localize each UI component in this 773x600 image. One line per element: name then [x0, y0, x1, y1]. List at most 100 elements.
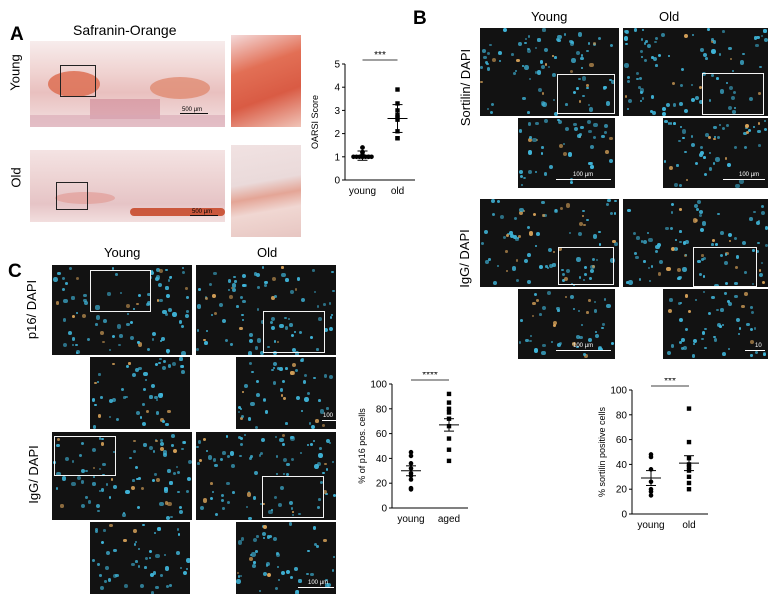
nucleus — [316, 348, 319, 351]
nucleus — [331, 460, 335, 464]
nucleus — [226, 481, 230, 486]
nucleus — [636, 236, 640, 240]
nucleus — [609, 78, 612, 82]
nucleus — [291, 348, 296, 353]
scalebar — [180, 113, 208, 114]
nucleus — [646, 43, 652, 49]
nucleus — [752, 125, 755, 129]
nucleus — [95, 305, 100, 310]
nucleus — [679, 125, 682, 129]
nucleus — [300, 298, 305, 303]
nucleus — [160, 447, 165, 452]
significance-label: *** — [374, 50, 386, 61]
nucleus — [753, 210, 757, 214]
nucleus — [702, 256, 707, 260]
nucleus — [687, 309, 691, 314]
nucleus — [754, 350, 759, 355]
nucleus — [714, 338, 718, 342]
nucleus — [720, 308, 724, 312]
nucleus — [681, 129, 686, 134]
nucleus — [56, 443, 60, 448]
nucleus — [162, 309, 167, 315]
nucleus — [178, 505, 182, 509]
nucleus — [321, 424, 325, 428]
nucleus — [171, 444, 175, 447]
nucleus — [491, 199, 496, 204]
nucleus — [587, 129, 592, 134]
nucleus — [557, 247, 562, 252]
nucleus — [713, 136, 716, 139]
nucleus — [299, 358, 303, 362]
nucleus — [169, 275, 173, 279]
nucleus — [240, 575, 243, 578]
nucleus — [734, 294, 739, 299]
nucleus — [135, 410, 140, 415]
y-tick-label: 1 — [334, 152, 340, 163]
nucleus — [149, 276, 153, 280]
nucleus — [640, 240, 643, 243]
fluor-sortilin-young — [480, 28, 619, 116]
nucleus — [661, 112, 666, 116]
nucleus — [592, 42, 596, 45]
nucleus — [249, 557, 253, 561]
nucleus — [275, 472, 278, 475]
nucleus — [552, 321, 557, 326]
nucleus — [628, 280, 633, 285]
nucleus — [492, 57, 497, 63]
nucleus — [181, 447, 184, 451]
nucleus — [704, 347, 707, 350]
nucleus — [586, 311, 589, 314]
nucleus — [294, 590, 299, 594]
nucleus — [125, 365, 129, 369]
nucleus — [716, 308, 719, 312]
nucleus — [274, 496, 278, 500]
panel-b-row-sortilin: Sortilin/ DAPI — [458, 48, 474, 127]
nucleus — [499, 60, 502, 63]
nucleus — [282, 473, 286, 476]
nucleus — [751, 310, 755, 314]
y-tick-label: 100 — [370, 380, 387, 391]
nucleus — [514, 70, 518, 73]
nucleus — [738, 327, 742, 330]
nucleus — [247, 516, 252, 520]
nucleus — [237, 572, 240, 575]
nucleus — [167, 279, 170, 282]
nucleus — [624, 29, 628, 34]
nucleus — [724, 157, 728, 160]
scalebar-label: 100 µm — [308, 580, 329, 586]
data-point — [446, 410, 452, 415]
nucleus — [61, 476, 67, 481]
nucleus — [142, 523, 145, 527]
nucleus — [557, 35, 562, 40]
nucleus — [280, 485, 285, 490]
roi-box — [693, 247, 757, 287]
nucleus — [135, 477, 139, 481]
nucleus — [99, 489, 102, 493]
nucleus — [716, 322, 722, 327]
scalebar-label: 100 — [323, 413, 334, 419]
nucleus — [648, 237, 653, 243]
nucleus — [597, 37, 601, 41]
nucleus — [572, 342, 576, 346]
nucleus — [256, 535, 259, 538]
nucleus — [587, 42, 591, 46]
nucleus — [156, 275, 161, 280]
nucleus — [673, 121, 676, 125]
nucleus — [580, 56, 584, 60]
nucleus — [137, 565, 141, 568]
nucleus — [604, 130, 607, 134]
nucleus — [81, 468, 86, 474]
nucleus — [61, 287, 66, 292]
nucleus — [119, 334, 123, 338]
nucleus — [719, 253, 724, 258]
fluor-sortilin-old-zoom: 100 µm — [663, 118, 768, 188]
nucleus — [708, 99, 711, 102]
nucleus — [169, 481, 173, 485]
nucleus — [108, 578, 112, 582]
nucleus — [64, 282, 68, 285]
nucleus — [703, 156, 706, 159]
nucleus — [592, 136, 596, 140]
nucleus — [542, 28, 546, 32]
nucleus — [258, 454, 261, 457]
nucleus — [304, 374, 308, 378]
